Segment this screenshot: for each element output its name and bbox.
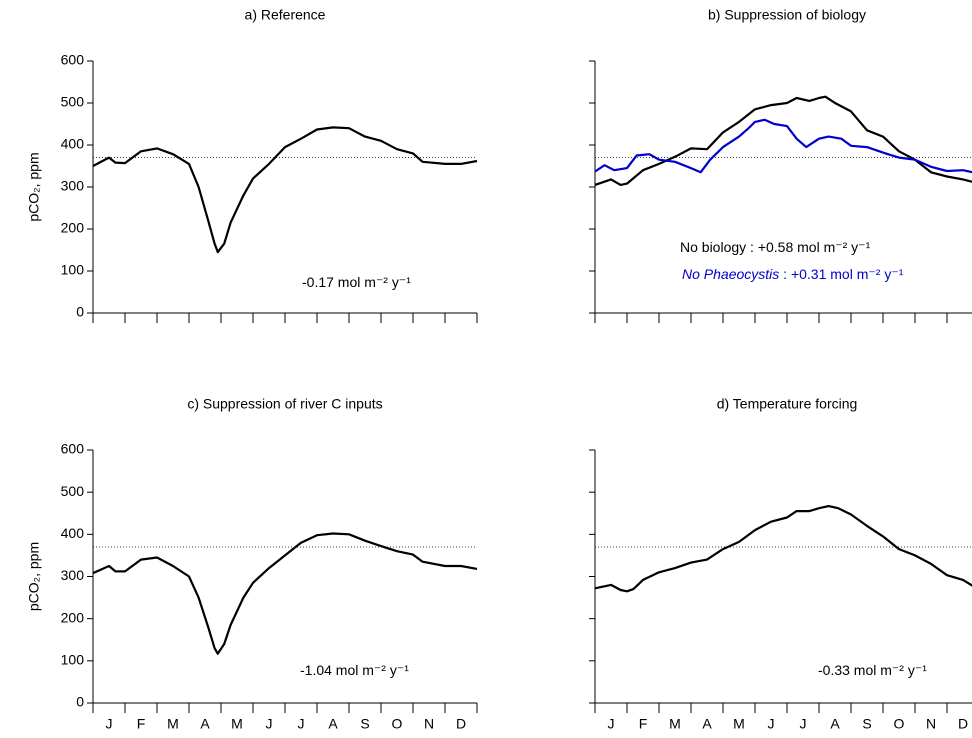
annotation: -0.17 mol m⁻² y⁻¹ <box>302 274 411 290</box>
x-tick-label: D <box>958 716 968 732</box>
y-axis-label: pCO₂, ppm <box>26 542 42 611</box>
x-tick-label: O <box>894 716 905 732</box>
x-tick-label: S <box>862 716 871 732</box>
x-tick-label: F <box>137 716 146 732</box>
x-tick-label: J <box>768 716 775 732</box>
series-line <box>92 126 478 254</box>
annotation-part: -0.33 mol m⁻² y⁻¹ <box>818 662 927 678</box>
panel-title: d) Temperature forcing <box>717 396 858 412</box>
series-line <box>92 532 478 655</box>
y-tick-label: 100 <box>61 652 85 668</box>
annotation: -0.33 mol m⁻² y⁻¹ <box>818 662 927 678</box>
x-tick-label: N <box>926 716 936 732</box>
series-line <box>594 505 972 593</box>
y-tick-label: 600 <box>61 441 85 457</box>
panel-title: a) Reference <box>245 7 326 23</box>
x-tick-label: M <box>733 716 745 732</box>
x-tick-label: M <box>231 716 243 732</box>
series-line <box>594 95 972 186</box>
y-tick-label: 600 <box>61 52 85 68</box>
y-tick-label: 500 <box>61 94 85 110</box>
x-tick-label: J <box>298 716 305 732</box>
x-tick-label: J <box>608 716 615 732</box>
x-tick-label: J <box>106 716 113 732</box>
y-tick-label: 200 <box>61 220 85 236</box>
y-tick-label: 200 <box>61 609 85 625</box>
x-tick-label: A <box>328 716 338 732</box>
y-tick-label: 300 <box>61 567 85 583</box>
x-tick-label: S <box>360 716 369 732</box>
x-tick-label: N <box>424 716 434 732</box>
x-tick-label: J <box>266 716 273 732</box>
y-tick-label: 300 <box>61 178 85 194</box>
panel-title: b) Suppression of biology <box>708 7 866 23</box>
y-axis-label: pCO₂, ppm <box>26 152 42 221</box>
x-tick-label: A <box>702 716 712 732</box>
annotation-part: No biology : +0.58 mol m⁻² y⁻¹ <box>680 239 871 255</box>
x-tick-label: A <box>830 716 840 732</box>
x-tick-label: J <box>800 716 807 732</box>
annotation-part: No Phaeocystis <box>682 266 779 282</box>
annotation-part: : +0.31 mol m⁻² y⁻¹ <box>779 266 903 282</box>
x-tick-label: M <box>669 716 681 732</box>
y-tick-label: 0 <box>76 304 84 320</box>
annotation: No biology : +0.58 mol m⁻² y⁻¹ <box>680 239 871 255</box>
y-tick-label: 400 <box>61 525 85 541</box>
x-tick-label: A <box>200 716 210 732</box>
x-tick-label: M <box>167 716 179 732</box>
annotation: -1.04 mol m⁻² y⁻¹ <box>300 662 409 678</box>
y-tick-label: 500 <box>61 483 85 499</box>
x-tick-label: D <box>456 716 466 732</box>
y-tick-label: 0 <box>76 694 84 710</box>
annotation-part: -1.04 mol m⁻² y⁻¹ <box>300 662 409 678</box>
annotation-part: -0.17 mol m⁻² y⁻¹ <box>302 274 411 290</box>
panel-title: c) Suppression of river C inputs <box>187 396 382 412</box>
x-tick-label: O <box>392 716 403 732</box>
y-tick-label: 100 <box>61 262 85 278</box>
series-line <box>594 118 972 174</box>
x-tick-label: F <box>639 716 648 732</box>
y-tick-label: 400 <box>61 136 85 152</box>
annotation: No Phaeocystis : +0.31 mol m⁻² y⁻¹ <box>682 266 904 282</box>
